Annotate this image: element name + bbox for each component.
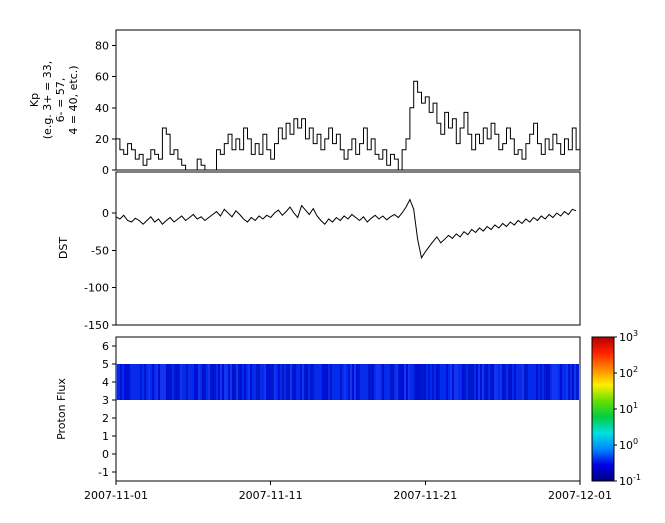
- colorbar-tick-label: 100: [619, 437, 638, 452]
- y-tick-label: 80: [95, 40, 109, 53]
- panel-border-kp: [115, 29, 581, 171]
- kp-axis-label-line: 6- = 57,: [54, 77, 67, 123]
- x-tick-label: 2007-11-01: [84, 489, 148, 502]
- y-tick-label: 6: [102, 340, 109, 353]
- y-tick-label: -1: [98, 466, 109, 479]
- y-tick-label: 40: [95, 102, 109, 115]
- kp-axis-label-line: Kp: [28, 92, 41, 108]
- x-tick-label: 2007-12-01: [548, 489, 612, 502]
- y-tick-label: 0: [102, 448, 109, 461]
- colorbar-tick-label: 101: [619, 401, 638, 416]
- y-tick-label: 5: [102, 358, 109, 371]
- y-tick-label: 20: [95, 133, 109, 146]
- colorbar-tick-label: 103: [619, 329, 638, 344]
- y-tick-label: 4: [102, 376, 109, 389]
- dst-line: [115, 198, 577, 260]
- panel-border-dst: [115, 171, 581, 326]
- kp-axis-label-line: (e.g. 3+ = 33,: [41, 60, 54, 140]
- y-tick-label: 1: [102, 430, 109, 443]
- kp-axis-label: Kp (e.g. 3+ = 33, 6- = 57, 4 = 40, etc.): [28, 25, 80, 175]
- x-tick-label: 2007-11-11: [239, 489, 303, 502]
- dst-axis-label: DST: [57, 236, 70, 260]
- proton-flux-axis-label: Proton Flux: [55, 378, 68, 440]
- y-tick-label: 60: [95, 71, 109, 84]
- y-tick-label: 2: [102, 412, 109, 425]
- y-tick-label: 3: [102, 394, 109, 407]
- colorbar: [591, 336, 615, 482]
- y-tick-label: -150: [84, 319, 109, 332]
- y-tick-label: 0: [102, 207, 109, 220]
- kp-axis-label-line: 4 = 40, etc.): [67, 65, 80, 135]
- y-tick-label: -100: [84, 282, 109, 295]
- y-tick-label: -50: [91, 244, 109, 257]
- colorbar-tick-label: 102: [619, 365, 638, 380]
- colorbar-tick-label: 10-1: [619, 473, 641, 488]
- panel-border-proton_flux: [115, 336, 581, 482]
- y-tick-label: 0: [102, 164, 109, 177]
- kp-line: [116, 80, 580, 171]
- x-tick-label: 2007-11-21: [393, 489, 457, 502]
